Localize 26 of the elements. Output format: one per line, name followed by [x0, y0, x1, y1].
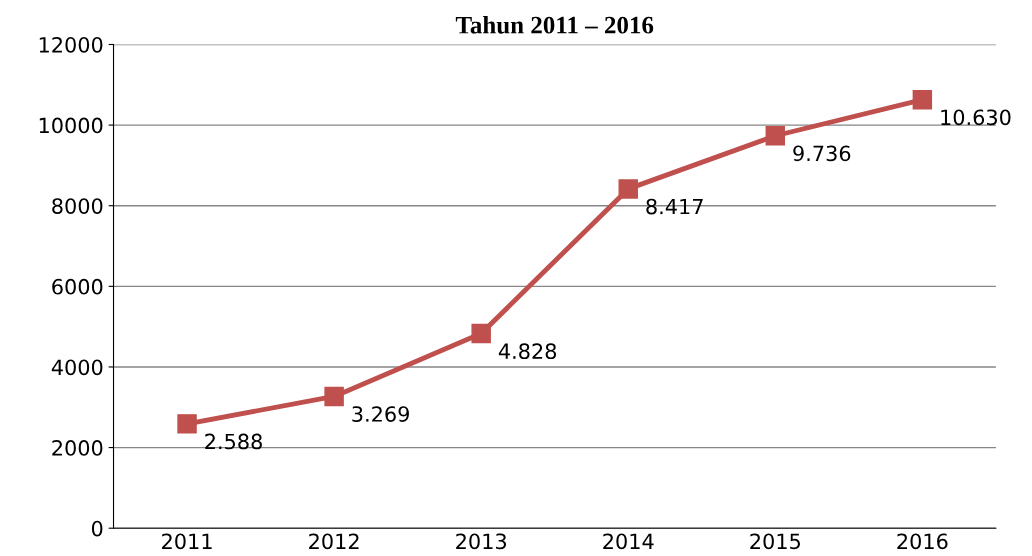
y-tick-label: 0	[91, 520, 103, 537]
point	[324, 386, 344, 407]
data-label: 4.828	[498, 343, 557, 360]
x-tick-label: 2014	[603, 533, 654, 550]
point	[177, 414, 197, 434]
point	[618, 179, 638, 199]
data-label: 10.630	[941, 109, 1011, 126]
y-tick-label: 2000	[52, 440, 103, 456]
y-tick-label: 10000	[39, 117, 103, 134]
point	[471, 323, 491, 344]
point	[912, 89, 933, 110]
data-label: 3.269	[352, 406, 409, 422]
point	[765, 126, 786, 146]
x-tick-label: 2011	[162, 533, 212, 550]
x-tick-label: 2012	[309, 533, 359, 550]
data-label: 9.736	[793, 145, 851, 162]
y-tick-label: 12000	[39, 36, 103, 53]
y-tick-label: 6000	[52, 278, 103, 295]
data-label: 8.417	[646, 198, 703, 215]
x-tick-label: 2013	[456, 533, 507, 550]
y-tick-label: 8000	[52, 198, 103, 214]
y-tick-label: 4000	[51, 359, 103, 376]
chart-title: Tahun 2011 – 2016	[455, 16, 654, 34]
x-tick-label: 2016	[897, 533, 948, 550]
x-tick-label: 2015	[750, 533, 800, 550]
data-label: 2.588	[205, 433, 262, 450]
